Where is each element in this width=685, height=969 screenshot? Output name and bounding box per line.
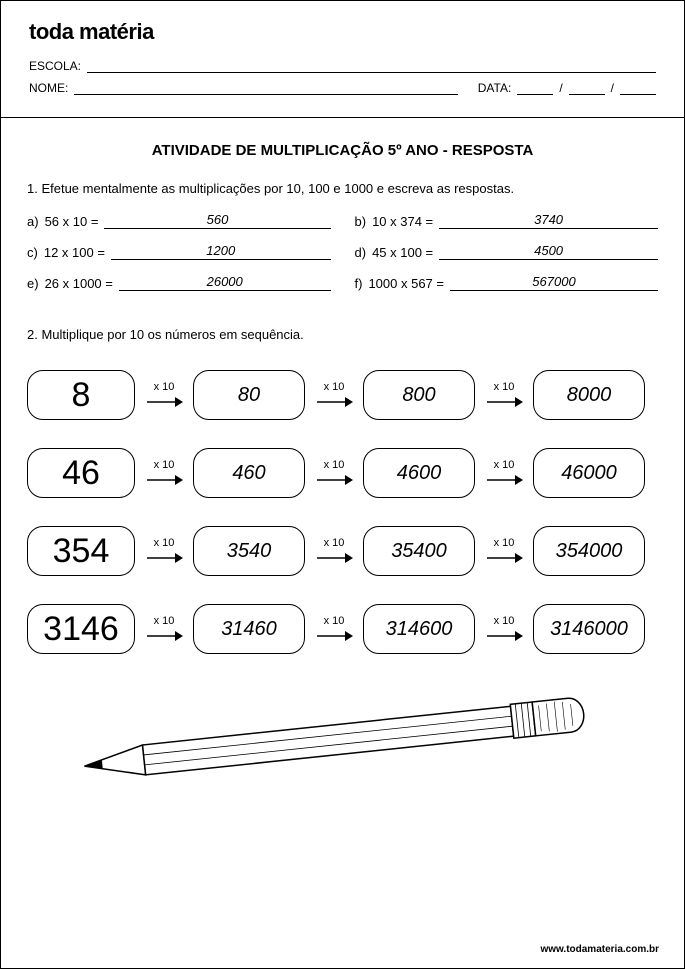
q1-item: a) 56 x 10 = 560: [27, 212, 331, 229]
q1-answer: 3740: [439, 212, 658, 229]
arrow-label: x 10: [154, 459, 175, 471]
date-sep-2: /: [611, 81, 614, 95]
q2-arrow: x 10: [135, 615, 193, 643]
q2-step-pill: 354000: [533, 526, 645, 576]
arrow-label: x 10: [324, 381, 345, 393]
name-date-row: NOME: DATA: / /: [29, 81, 656, 95]
arrow-label: x 10: [494, 381, 515, 393]
q1-item: d) 45 x 100 = 4500: [355, 243, 659, 260]
q2-sequence-area: 8 x 10 80 x 10 800 x 10 8000 46 x 10 460 x 10 4600 x…: [27, 370, 658, 654]
arrow-label: x 10: [154, 537, 175, 549]
q1-prompt: 1000 x 567 =: [368, 276, 444, 291]
school-input-line[interactable]: [87, 59, 656, 73]
q2-arrow: x 10: [475, 459, 533, 487]
q1-item: f) 1000 x 567 = 567000: [355, 274, 659, 291]
name-input-line[interactable]: [74, 81, 457, 95]
footer-url: www.todamateria.com.br: [540, 944, 659, 955]
q2-arrow: x 10: [135, 459, 193, 487]
q2-step-pill: 314600: [363, 604, 475, 654]
q2-start-pill: 3146: [27, 604, 135, 654]
q2-step-pill: 800: [363, 370, 475, 420]
q1-item: b) 10 x 374 = 3740: [355, 212, 659, 229]
q2-row: 3146 x 10 31460 x 10 314600 x 10 3146000: [27, 604, 658, 654]
q2-step-pill: 35400: [363, 526, 475, 576]
worksheet-title: ATIVIDADE DE MULTIPLICAÇÃO 5º ANO - RESP…: [27, 142, 658, 159]
arrow-label: x 10: [494, 459, 515, 471]
arrow-label: x 10: [154, 381, 175, 393]
arrow-label: x 10: [494, 537, 515, 549]
q2-arrow: x 10: [305, 537, 363, 565]
name-label: NOME:: [29, 81, 68, 95]
q2-row: 8 x 10 80 x 10 800 x 10 8000: [27, 370, 658, 420]
arrow-label: x 10: [324, 615, 345, 627]
date-day-line[interactable]: [517, 81, 553, 95]
q2-start-pill: 8: [27, 370, 135, 420]
q1-letter: b): [355, 214, 367, 229]
q2-row: 46 x 10 460 x 10 4600 x 10 46000: [27, 448, 658, 498]
q1-letter: e): [27, 276, 39, 291]
q1-prompt: 45 x 100 =: [372, 245, 433, 260]
q1-letter: c): [27, 245, 38, 260]
school-label: ESCOLA:: [29, 59, 81, 73]
q1-answer: 4500: [439, 243, 658, 260]
q2-step-pill: 8000: [533, 370, 645, 420]
q2-arrow: x 10: [475, 537, 533, 565]
q2-arrow: x 10: [475, 615, 533, 643]
content-area: ATIVIDADE DE MULTIPLICAÇÃO 5º ANO - RESP…: [1, 118, 684, 794]
header-box: toda matéria ESCOLA: NOME: DATA: / /: [1, 1, 684, 118]
q2-step-pill: 3540: [193, 526, 305, 576]
q2-arrow: x 10: [135, 537, 193, 565]
q1-answer: 26000: [119, 274, 331, 291]
arrow-label: x 10: [324, 459, 345, 471]
q2-step-pill: 3146000: [533, 604, 645, 654]
q2-arrow: x 10: [305, 381, 363, 409]
q2-start-pill: 354: [27, 526, 135, 576]
pencil-icon: [63, 684, 623, 794]
q2-arrow: x 10: [305, 459, 363, 487]
q2-arrow: x 10: [135, 381, 193, 409]
q1-letter: a): [27, 214, 39, 229]
q1-letter: f): [355, 276, 363, 291]
arrow-label: x 10: [324, 537, 345, 549]
arrow-label: x 10: [494, 615, 515, 627]
q1-answer: 1200: [111, 243, 331, 260]
date-month-line[interactable]: [569, 81, 605, 95]
q2-step-pill: 80: [193, 370, 305, 420]
school-field-row: ESCOLA:: [29, 59, 656, 73]
q1-answer: 560: [104, 212, 330, 229]
q2-arrow: x 10: [475, 381, 533, 409]
q2-row: 354 x 10 3540 x 10 35400 x 10 354000: [27, 526, 658, 576]
date-sep-1: /: [559, 81, 562, 95]
q2-step-pill: 46000: [533, 448, 645, 498]
logo: toda matéria: [29, 19, 656, 45]
q2-step-pill: 4600: [363, 448, 475, 498]
q2-step-pill: 460: [193, 448, 305, 498]
q1-answer: 567000: [450, 274, 658, 291]
q2-arrow: x 10: [305, 615, 363, 643]
q1-letter: d): [355, 245, 367, 260]
date-label: DATA:: [478, 81, 512, 95]
q2-start-pill: 46: [27, 448, 135, 498]
arrow-label: x 10: [154, 615, 175, 627]
q1-item: e) 26 x 1000 = 26000: [27, 274, 331, 291]
q1-item: c) 12 x 100 = 1200: [27, 243, 331, 260]
q2-instruction: 2. Multiplique por 10 os números em sequ…: [27, 327, 658, 342]
worksheet-page: toda matéria ESCOLA: NOME: DATA: / / ATI…: [0, 0, 685, 969]
q1-prompt: 56 x 10 =: [45, 214, 99, 229]
q1-prompt: 10 x 374 =: [372, 214, 433, 229]
q1-grid: a) 56 x 10 = 560 b) 10 x 374 = 3740 c) 1…: [27, 212, 658, 291]
q1-prompt: 12 x 100 =: [44, 245, 105, 260]
date-year-line[interactable]: [620, 81, 656, 95]
q1-instruction: 1. Efetue mentalmente as multiplicações …: [27, 181, 658, 196]
q2-step-pill: 31460: [193, 604, 305, 654]
q1-prompt: 26 x 1000 =: [45, 276, 113, 291]
pencil-illustration: [27, 684, 658, 794]
